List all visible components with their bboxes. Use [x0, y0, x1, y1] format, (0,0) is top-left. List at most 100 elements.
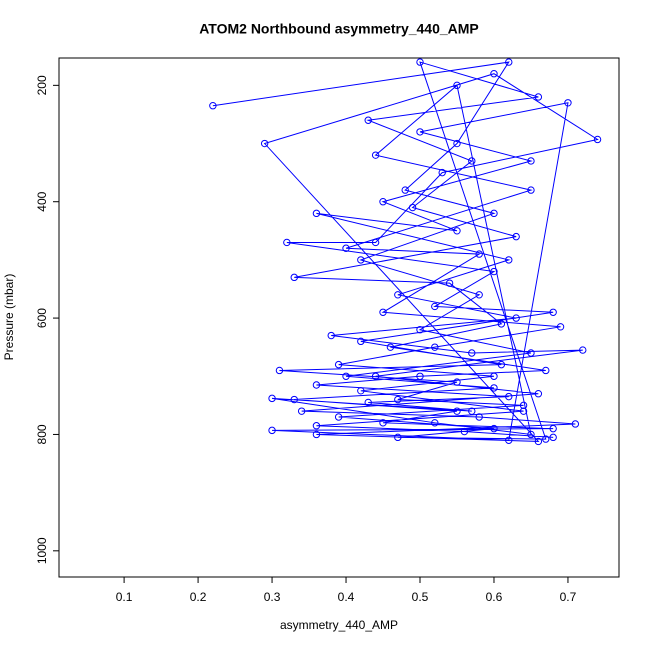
data-point [571, 420, 580, 428]
y-tick-label: 400 [35, 191, 49, 211]
data-point [505, 58, 513, 66]
data-point [512, 232, 520, 241]
data-point [445, 279, 454, 287]
data-point [357, 256, 365, 264]
data-point [527, 157, 535, 165]
data-point [490, 384, 498, 392]
data-point [379, 419, 387, 427]
data-point [453, 378, 461, 386]
x-tick-label: 0.4 [338, 590, 355, 604]
data-point [534, 437, 543, 446]
data-point [579, 346, 587, 354]
data-point [327, 331, 335, 340]
data-point [438, 168, 446, 177]
data-point [268, 426, 276, 435]
data-point [505, 256, 513, 264]
data-point [549, 433, 557, 442]
data-point [416, 128, 424, 136]
data-point [431, 419, 439, 427]
data-point [556, 323, 565, 331]
data-point [534, 93, 543, 101]
x-axis-label: asymmetry_440_AMP [280, 618, 398, 632]
data-point [542, 435, 550, 443]
data-point [275, 366, 284, 375]
y-axis-label: Pressure (mbar) [2, 274, 16, 361]
data-point [475, 291, 483, 299]
data-point [460, 427, 469, 436]
data-point [342, 244, 350, 252]
data-point [549, 308, 557, 316]
data-point [490, 209, 498, 218]
data-point [549, 424, 557, 433]
data-point [312, 209, 321, 218]
data-point [468, 157, 476, 165]
data-point [490, 424, 498, 433]
data-point [505, 392, 513, 401]
data-point [357, 337, 365, 346]
data-point [468, 349, 476, 357]
data-point [334, 360, 343, 369]
data-point [364, 116, 372, 124]
data-point [527, 186, 535, 194]
data-point [468, 407, 476, 415]
x-tick-label: 0.6 [486, 590, 503, 604]
data-line [212, 61, 599, 442]
chart-title: ATOM2 Northbound asymmetry_440_AMP [199, 21, 479, 37]
data-point [260, 139, 269, 148]
x-tick-label: 0.2 [190, 590, 207, 604]
data-point [371, 151, 380, 159]
data-point [364, 398, 372, 407]
data-point [431, 343, 439, 351]
data-point [312, 422, 321, 430]
data-point [431, 302, 439, 311]
data-point [475, 413, 483, 421]
data-point [342, 372, 350, 380]
data-point [379, 308, 387, 316]
data-point [416, 58, 424, 66]
data-point [290, 395, 298, 404]
data-point [371, 238, 380, 247]
x-tick-label: 0.5 [412, 590, 429, 604]
data-point [401, 186, 409, 194]
x-tick-label: 0.7 [560, 590, 577, 604]
data-point [534, 390, 543, 398]
data-point [357, 387, 365, 395]
data-point [312, 430, 321, 439]
data-point [416, 372, 424, 380]
data-point [512, 314, 520, 322]
data-point [490, 70, 498, 78]
plot-frame [58, 57, 620, 578]
data-point [519, 407, 528, 415]
data-point [386, 343, 395, 351]
data-point [490, 372, 498, 380]
data-point [497, 360, 506, 369]
data-point [453, 81, 461, 90]
y-tick-label: 600 [35, 308, 49, 328]
data-point [334, 413, 343, 421]
data-point [290, 273, 298, 282]
x-tick-label: 0.3 [264, 590, 281, 604]
data-point [209, 102, 217, 110]
data-point [527, 349, 535, 357]
data-point [371, 372, 380, 380]
data-point [453, 139, 461, 148]
data-point [394, 395, 402, 404]
data-point [394, 433, 402, 442]
data-point [475, 250, 483, 258]
data-point [268, 394, 276, 403]
x-tick-label: 0.1 [116, 590, 133, 604]
data-point [416, 326, 424, 334]
data-point [542, 366, 550, 375]
data-point [312, 381, 321, 389]
data-point [394, 291, 402, 299]
data-point [505, 436, 513, 444]
y-tick-label: 800 [35, 424, 49, 444]
data-point [379, 198, 387, 206]
y-tick-label: 1000 [35, 537, 49, 564]
data-point [497, 320, 506, 328]
data-point [564, 99, 572, 107]
data-point [453, 227, 461, 235]
